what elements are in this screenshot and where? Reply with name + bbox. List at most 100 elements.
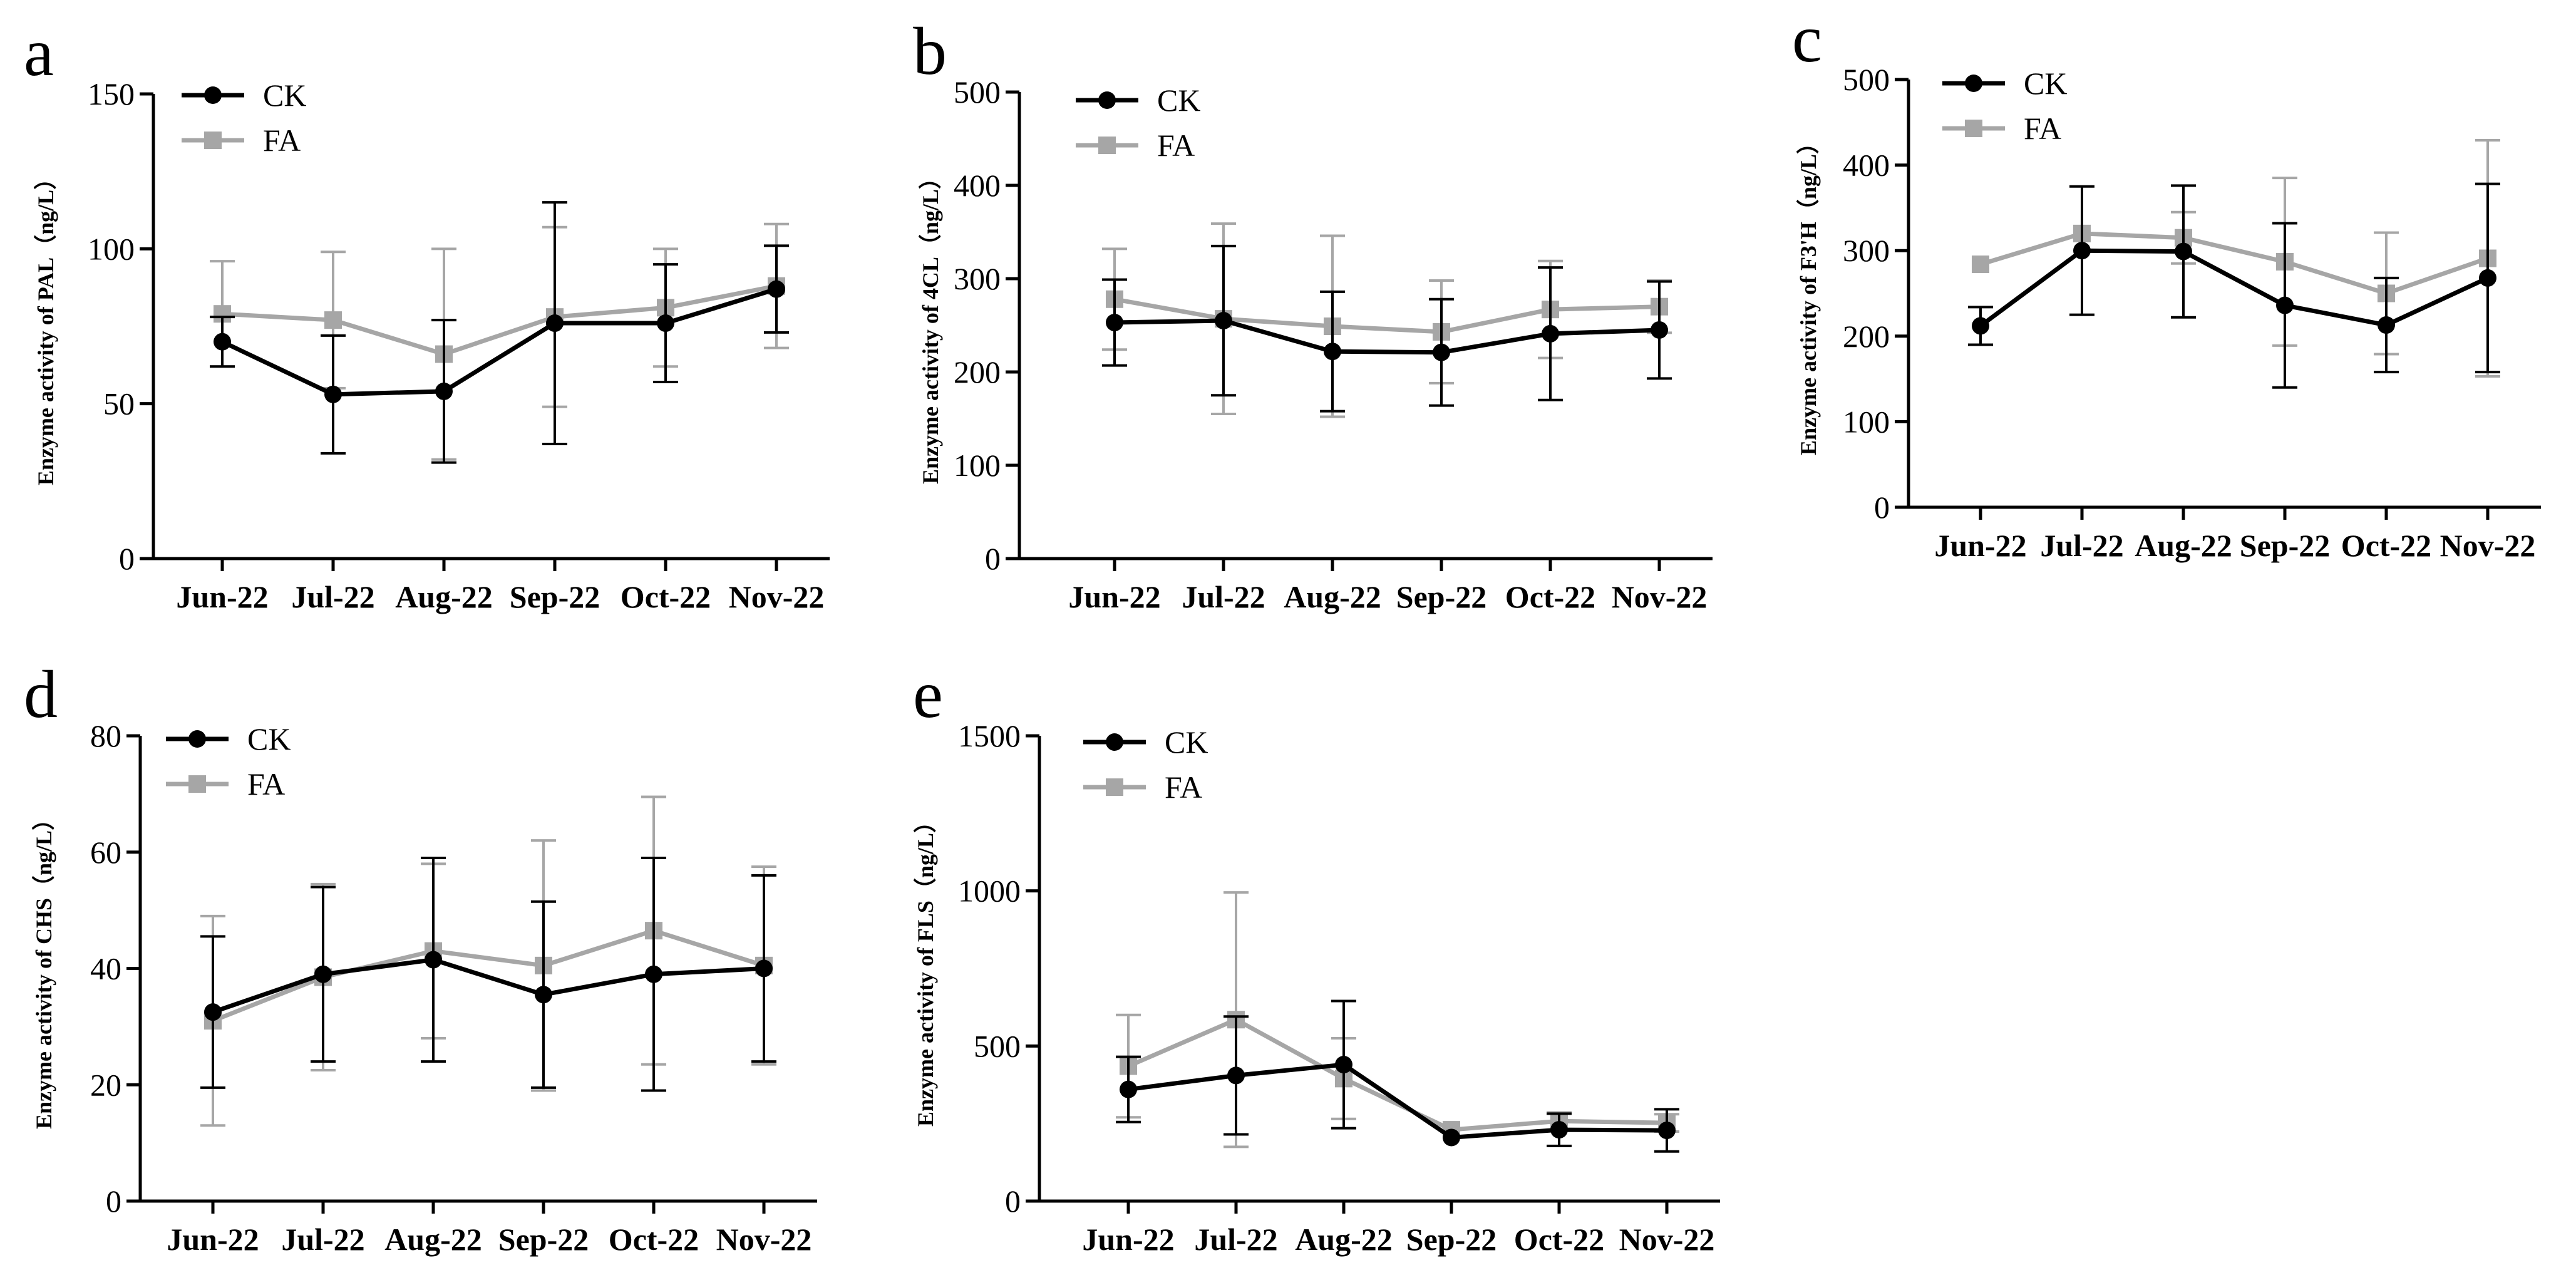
x-tick-label: Sep-22: [1406, 1222, 1497, 1257]
y-tick-label: 20: [90, 1067, 121, 1102]
x-tick-label: Jul-22: [291, 579, 374, 614]
x-tick-label: Oct-22: [609, 1222, 699, 1257]
legend: CK FA: [1076, 83, 1200, 163]
series-fa: [200, 795, 776, 1127]
x-tick-label: Sep-22: [510, 579, 600, 614]
y-tick-label: 0: [119, 541, 135, 576]
legend: CK FA: [1942, 66, 2067, 146]
panel-letter: a: [24, 16, 54, 90]
legend: CK FA: [182, 78, 306, 158]
data-point: [1550, 1121, 1568, 1139]
series-fa: [1116, 891, 1679, 1148]
data-point: [1120, 1080, 1137, 1098]
data-point: [324, 311, 342, 329]
data-point: [204, 1003, 222, 1021]
data-point: [2479, 269, 2496, 287]
x-tick-label: Sep-22: [498, 1222, 589, 1257]
x-tick-label: Oct-22: [1505, 579, 1595, 614]
y-tick-label: 500: [974, 1028, 1021, 1063]
legend-label: CK: [2024, 66, 2067, 101]
x-tick-label: Nov-22: [1612, 579, 1708, 614]
legend: CK FA: [1083, 725, 1208, 805]
panel-letter: c: [1792, 2, 1822, 76]
data-point: [1324, 343, 1341, 361]
series-line: [222, 284, 777, 357]
x-tick-label: Jun-22: [1068, 579, 1160, 614]
x-tick-label: Jun-22: [167, 1222, 259, 1257]
y-axis-title: Enzyme activity of F3'H（ng/L）: [1796, 132, 1821, 455]
legend-marker: [188, 730, 206, 748]
x-tick-label: Oct-22: [1514, 1222, 1604, 1257]
legend-label: CK: [247, 721, 291, 756]
data-point: [324, 385, 342, 403]
panel-letter: d: [24, 658, 58, 732]
legend-marker: [1965, 75, 1982, 92]
y-tick-label: 500: [1843, 62, 1890, 97]
y-tick-label: 400: [1843, 148, 1890, 183]
x-tick-label: Aug-22: [395, 579, 493, 614]
y-tick-label: 50: [103, 386, 135, 421]
y-axis-title: Enzyme activity of CHS（ng/L）: [31, 808, 56, 1129]
panel-b: b 0 100 200 300 400 500 Jun-22 Jul-22 Aug-22 Sep-2…: [913, 14, 1713, 614]
y-tick-label: 100: [1843, 404, 1890, 439]
legend-marker: [188, 775, 206, 793]
series-line: [212, 957, 765, 1014]
data-point: [2276, 296, 2294, 314]
x-tick-label: Oct-22: [2341, 528, 2431, 563]
legend: CK FA: [166, 721, 291, 802]
series-line: [1114, 318, 1660, 355]
data-point: [1106, 314, 1123, 332]
x-tick-label: Jul-22: [2040, 528, 2123, 563]
y-tick-label: 100: [954, 448, 1001, 483]
series-ck: [1968, 182, 2500, 389]
y-tick-label: 200: [954, 354, 1001, 390]
y-tick-label: 400: [954, 168, 1001, 203]
y-tick-label: 40: [90, 951, 121, 986]
data-point: [535, 986, 552, 1004]
data-point: [1972, 255, 1989, 274]
x-tick-label: Jul-22: [1194, 1222, 1277, 1257]
data-point: [1227, 1066, 1245, 1085]
legend-label: FA: [2024, 111, 2061, 146]
x-tick-label: Aug-22: [1284, 579, 1381, 614]
series-line: [1127, 1017, 1667, 1132]
y-tick-label: 60: [90, 835, 121, 870]
x-tick-label: Jun-22: [1082, 1222, 1174, 1257]
legend-marker: [1098, 91, 1116, 109]
legend-marker: [1965, 120, 1982, 137]
data-point: [425, 951, 442, 969]
data-point: [1658, 1122, 1676, 1140]
data-point: [314, 965, 332, 983]
x-tick-label: Aug-22: [384, 1222, 482, 1257]
y-tick-label: 200: [1843, 319, 1890, 354]
y-axis-title: Enzyme activity of PAL（ng/L）: [33, 167, 58, 485]
series-line: [1114, 297, 1660, 334]
x-tick-label: Jul-22: [1182, 579, 1265, 614]
series-fa: [1972, 138, 2500, 378]
data-point: [1542, 324, 1559, 343]
data-point: [1972, 317, 1989, 335]
data-point: [2073, 242, 2091, 260]
data-point: [1443, 1128, 1460, 1147]
y-tick-label: 0: [1874, 490, 1890, 525]
series-ck: [1116, 999, 1679, 1153]
x-tick-label: Nov-22: [716, 1222, 812, 1257]
legend-label: CK: [1157, 83, 1200, 118]
y-tick-label: 1500: [958, 718, 1021, 753]
y-tick-label: 300: [1843, 233, 1890, 268]
data-point: [768, 280, 785, 298]
y-axis-title: Enzyme activity of 4CL（ng/L）: [918, 167, 943, 484]
x-tick-label: Jul-22: [281, 1222, 364, 1257]
y-tick-label: 300: [954, 261, 1001, 296]
data-point: [1433, 343, 1450, 361]
x-tick-label: Sep-22: [1396, 579, 1486, 614]
series-ck: [1102, 244, 1672, 413]
y-axis-title: Enzyme activity of FLS（ng/L）: [913, 810, 938, 1127]
panel-c: c 0 100 200 300 400 500 Jun-22 Jul-22 Aug-22 Sep-2…: [1792, 2, 2541, 563]
data-point: [645, 965, 662, 983]
x-tick-label: Oct-22: [621, 579, 711, 614]
data-point: [2378, 316, 2395, 334]
panel-letter: e: [913, 658, 943, 732]
panel-letter: b: [913, 14, 947, 89]
x-tick-label: Nov-22: [1619, 1222, 1715, 1257]
